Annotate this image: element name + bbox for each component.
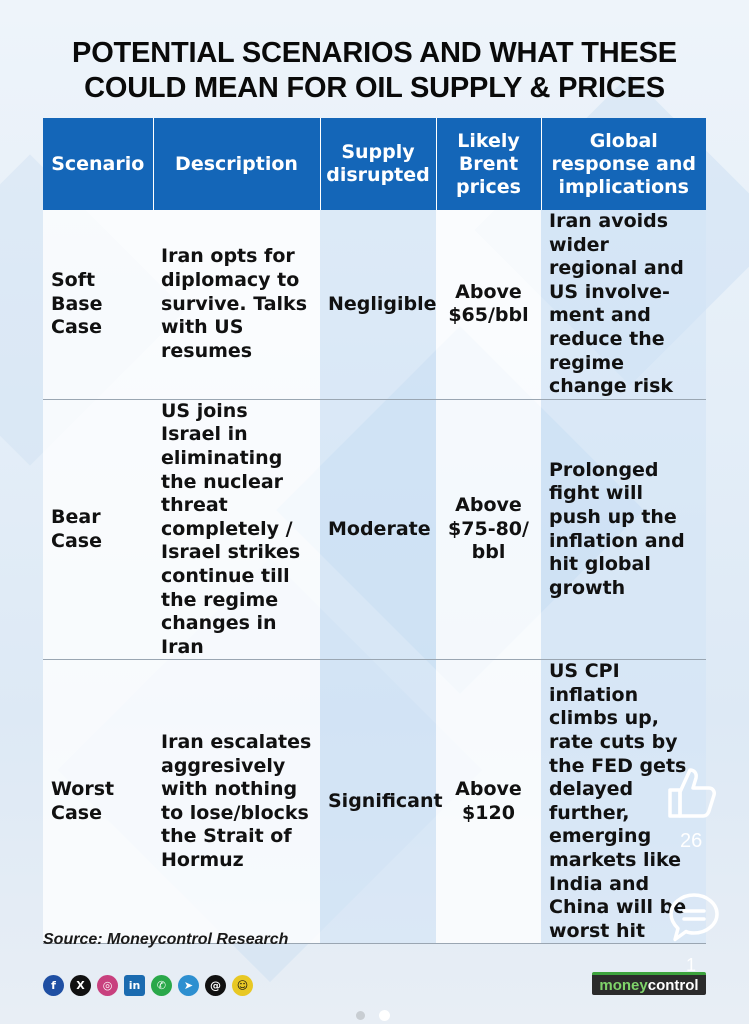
price-cell: Above $120	[436, 659, 541, 945]
scenarios-table: Scenario Description Supply disrupted Li…	[43, 118, 706, 945]
scenario-cell: Worst Case	[43, 659, 153, 945]
source-note: Source: Moneycontrol Research	[43, 931, 289, 948]
whatsapp-icon[interactable]: ✆	[151, 975, 172, 996]
response-cell: Prolonged fight will push up the inflati…	[541, 399, 706, 661]
header-description: Description	[153, 118, 321, 210]
description-cell: Iran escalates aggresively with nothing …	[153, 659, 320, 945]
snapchat-icon[interactable]: ☺	[232, 975, 253, 996]
logo-part-1: money	[599, 976, 648, 994]
header-scenario: Scenario	[43, 118, 154, 210]
comment-button[interactable]	[666, 890, 722, 950]
header-supply-disrupted: Supply disrupted	[320, 118, 437, 210]
moneycontrol-logo: money control	[592, 972, 706, 995]
supply-cell: Significant	[320, 659, 443, 945]
response-cell: US CPI inflation climbs up, rate cuts by…	[541, 659, 706, 945]
like-button[interactable]	[664, 762, 720, 826]
title-line-1: POTENTIAL SCENARIOS AND WHAT THESE	[72, 37, 677, 69]
like-count: 26	[680, 830, 703, 852]
table-row: Worst Case Iran escalates aggresively wi…	[43, 659, 706, 945]
description-cell: US joins Israel in eliminating the nucle…	[153, 399, 320, 661]
linkedin-icon[interactable]: in	[124, 975, 145, 996]
table-row: Bear Case US joins Israel in eliminating…	[43, 399, 706, 661]
logo-part-2: control	[647, 976, 699, 994]
facebook-icon[interactable]: f	[43, 975, 64, 996]
carousel-dots	[356, 1010, 390, 1021]
header-global-response: Global response and implications	[541, 118, 706, 210]
header-brent-prices: Likely Brent prices	[436, 118, 542, 210]
x-icon[interactable]: X	[70, 975, 91, 996]
title-line-2: COULD MEAN FOR OIL SUPPLY & PRICES	[84, 72, 665, 104]
carousel-dot-active[interactable]	[379, 1010, 390, 1021]
table-row: Soft Base Case Iran opts for diplomacy t…	[43, 210, 706, 400]
comment-icon	[669, 893, 719, 942]
telegram-icon[interactable]: ➤	[178, 975, 199, 996]
description-cell: Iran opts for diplomacy to survive. Talk…	[153, 210, 320, 400]
threads-icon[interactable]: @	[205, 975, 226, 996]
page-title: POTENTIAL SCENARIOS AND WHAT THESE COULD…	[0, 36, 749, 106]
carousel-dot[interactable]	[356, 1011, 365, 1020]
thumbs-up-icon	[668, 768, 716, 818]
instagram-icon[interactable]: ◎	[97, 975, 118, 996]
price-cell: Above $65/bbl	[436, 210, 541, 400]
scenario-cell: Soft Base Case	[43, 210, 153, 400]
scenario-cell: Bear Case	[43, 399, 153, 661]
supply-cell: Moderate	[320, 399, 436, 661]
table-header-row: Scenario Description Supply disrupted Li…	[43, 118, 706, 210]
supply-cell: Negligible	[320, 210, 437, 400]
social-icons: f X ◎ in ✆ ➤ @ ☺	[43, 975, 253, 996]
comment-count: 1	[686, 955, 697, 975]
price-cell: Above $75-80/ bbl	[436, 399, 541, 661]
response-cell: Iran avoids wider regional and US involv…	[541, 210, 706, 400]
